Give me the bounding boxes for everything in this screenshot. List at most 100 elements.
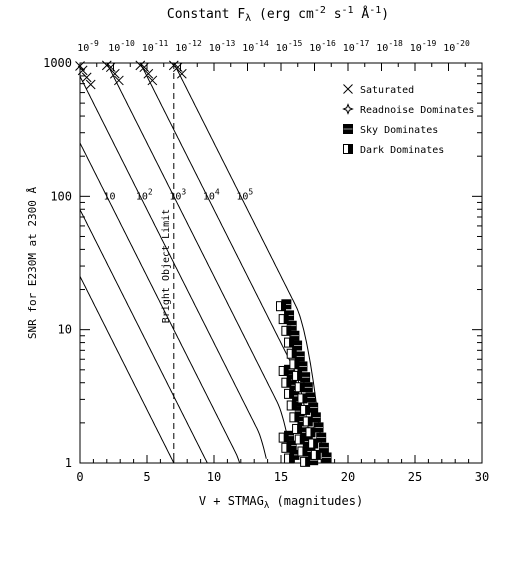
y-tick-label: 10 bbox=[58, 323, 72, 337]
x-tick-label: 15 bbox=[274, 470, 288, 484]
top-tick-label: 10-15 bbox=[276, 39, 303, 54]
top-tick-label: 10-12 bbox=[175, 39, 202, 54]
top-tick-label: 10-20 bbox=[443, 39, 470, 54]
regime-markers bbox=[75, 60, 332, 467]
exposure-label: 102 bbox=[136, 187, 153, 202]
dark-marker bbox=[300, 456, 311, 467]
saturated-marker bbox=[143, 68, 154, 79]
dark-marker bbox=[284, 388, 295, 399]
saturated-marker bbox=[168, 60, 179, 71]
sky-marker bbox=[316, 432, 327, 443]
snr-curve bbox=[79, 209, 208, 464]
dark-marker bbox=[294, 434, 305, 445]
bright-object-limit: Bright Object Limit bbox=[161, 63, 175, 463]
y-axis-title: SNR for E230M at 2300 Å bbox=[26, 186, 39, 339]
top-tick-label: 10-17 bbox=[343, 39, 370, 54]
dark-marker bbox=[278, 432, 289, 443]
dark-marker bbox=[308, 438, 319, 449]
dark-marker bbox=[276, 301, 286, 312]
snr-curve bbox=[79, 276, 175, 464]
top-tick-label: 10-16 bbox=[309, 39, 336, 54]
x-tick-label: 30 bbox=[475, 470, 489, 484]
legend-readnoise-icon bbox=[342, 103, 354, 115]
y-tick-label: 100 bbox=[50, 189, 72, 203]
saturated-marker bbox=[81, 72, 92, 83]
dark-marker bbox=[281, 377, 292, 388]
legend-label: Dark Dominates bbox=[360, 145, 444, 156]
saturated-marker bbox=[75, 61, 85, 71]
sky-marker bbox=[321, 452, 332, 463]
dark-marker bbox=[286, 348, 297, 359]
exposure-label: 105 bbox=[236, 187, 253, 202]
dark-marker bbox=[278, 365, 289, 376]
dark-marker bbox=[310, 449, 321, 460]
legend-label: Sky Dominates bbox=[360, 125, 438, 136]
exposure-label: 103 bbox=[169, 187, 186, 202]
legend-label: Saturated bbox=[360, 85, 414, 96]
saturated-marker bbox=[135, 60, 146, 71]
top-tick-label: 10-9 bbox=[77, 39, 99, 54]
saturated-marker bbox=[147, 75, 158, 86]
y-axis: 1 10 100 1000 bbox=[43, 56, 482, 470]
dark-marker bbox=[305, 427, 316, 438]
top-axis-title: Constant Fλ (erg cm-2 s-1 Å-1) bbox=[167, 5, 389, 24]
dark-marker bbox=[289, 359, 300, 370]
saturated-marker bbox=[77, 65, 88, 76]
x-tick-label: 5 bbox=[143, 470, 150, 484]
dark-marker bbox=[286, 400, 297, 411]
top-tick-label: 10-13 bbox=[209, 39, 236, 54]
dark-marker bbox=[289, 412, 300, 423]
dark-marker bbox=[284, 337, 295, 348]
y-tick-label: 1000 bbox=[43, 56, 72, 70]
saturated-marker bbox=[114, 75, 124, 86]
saturated-marker bbox=[101, 60, 112, 71]
dark-marker bbox=[278, 314, 289, 325]
snr-curve bbox=[174, 65, 323, 456]
snr-curve bbox=[139, 62, 314, 462]
top-tick-label: 10-18 bbox=[376, 39, 403, 54]
y-tick-label: 1 bbox=[65, 456, 72, 470]
dark-marker bbox=[300, 404, 311, 415]
sky-marker bbox=[286, 320, 297, 331]
saturated-marker bbox=[109, 68, 120, 79]
x-axis-title: V + STMAGλ (magnitudes) bbox=[199, 494, 363, 511]
dark-marker bbox=[292, 423, 303, 434]
snr-curve bbox=[79, 76, 267, 459]
snr-curve bbox=[106, 62, 293, 461]
legend-label: Readnoise Dominates bbox=[360, 105, 474, 116]
top-tick-label: 10-19 bbox=[410, 39, 437, 54]
snr-curve bbox=[79, 142, 240, 463]
legend-saturated-icon bbox=[343, 84, 353, 94]
dark-marker bbox=[284, 453, 295, 464]
dark-marker bbox=[292, 370, 303, 381]
legend-sky-icon bbox=[343, 124, 353, 134]
exposure-label: 10 bbox=[103, 191, 115, 202]
saturated-marker bbox=[176, 68, 187, 79]
top-tick-label: 10-11 bbox=[142, 39, 169, 54]
dark-marker bbox=[297, 446, 308, 457]
top-tick-label: 10-10 bbox=[108, 39, 135, 54]
dark-marker bbox=[302, 416, 313, 427]
dark-marker bbox=[297, 393, 308, 404]
x-tick-label: 25 bbox=[408, 470, 422, 484]
top-tick-label: 10-14 bbox=[242, 39, 269, 54]
x-tick-label: 10 bbox=[207, 470, 221, 484]
legend-dark-icon bbox=[343, 144, 353, 154]
snr-curves bbox=[79, 62, 323, 464]
dark-marker bbox=[281, 325, 292, 336]
x-axis-title: V + STMAGλ (magnitudes) bbox=[199, 494, 363, 511]
x-tick-label: 0 bbox=[76, 470, 83, 484]
exposure-labels: 10 102 103 104 105 bbox=[103, 187, 253, 202]
chart-title: Constant Fλ (erg cm-2 s-1 Å-1) bbox=[167, 5, 389, 24]
dark-marker bbox=[294, 382, 305, 393]
sky-marker bbox=[318, 442, 329, 453]
exposure-label: 104 bbox=[203, 187, 220, 202]
bright-object-limit-label: Bright Object Limit bbox=[161, 209, 172, 323]
legend: Saturated Readnoise Dominates Sky Dominate… bbox=[342, 84, 474, 156]
x-axis: 0 5 10 15 20 25 30 bbox=[76, 455, 489, 484]
dark-marker bbox=[281, 442, 292, 453]
x-tick-label: 20 bbox=[341, 470, 355, 484]
saturated-marker bbox=[85, 79, 96, 90]
top-flux-axis: 10-9 10-10 10-11 10-12 10-13 10-14 10-15 10-16 1… bbox=[77, 39, 483, 71]
